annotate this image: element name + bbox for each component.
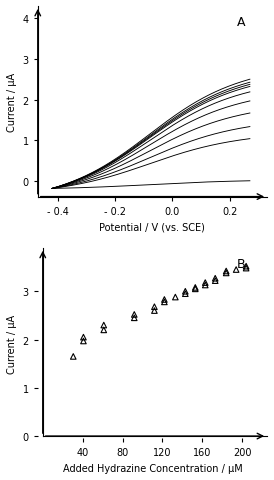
Point xyxy=(132,314,136,322)
Y-axis label: Current / μA: Current / μA xyxy=(7,314,17,373)
Point xyxy=(183,290,187,298)
Point xyxy=(213,275,217,283)
Point xyxy=(173,294,178,301)
Point xyxy=(213,277,217,285)
X-axis label: Potential / V (vs. SCE): Potential / V (vs. SCE) xyxy=(99,222,205,232)
Text: A: A xyxy=(237,16,246,29)
Point xyxy=(102,326,106,334)
Point xyxy=(81,337,86,345)
Point xyxy=(193,286,198,293)
Point xyxy=(224,267,228,275)
X-axis label: Added Hydrazine Concentration / μM: Added Hydrazine Concentration / μM xyxy=(62,463,242,473)
Point xyxy=(162,299,167,306)
Point xyxy=(203,279,207,287)
Point xyxy=(224,270,228,277)
Point xyxy=(234,266,238,274)
Point xyxy=(102,322,106,329)
Point xyxy=(203,282,207,289)
Point xyxy=(71,353,75,360)
Point xyxy=(162,296,167,304)
Y-axis label: Current / μA: Current / μA xyxy=(7,72,17,132)
Point xyxy=(81,334,86,341)
Point xyxy=(152,303,157,311)
Point xyxy=(152,307,157,315)
Point xyxy=(183,288,187,296)
Point xyxy=(132,311,136,319)
Text: B: B xyxy=(237,257,246,270)
Point xyxy=(193,284,198,292)
Point xyxy=(244,264,248,272)
Point xyxy=(244,263,248,270)
